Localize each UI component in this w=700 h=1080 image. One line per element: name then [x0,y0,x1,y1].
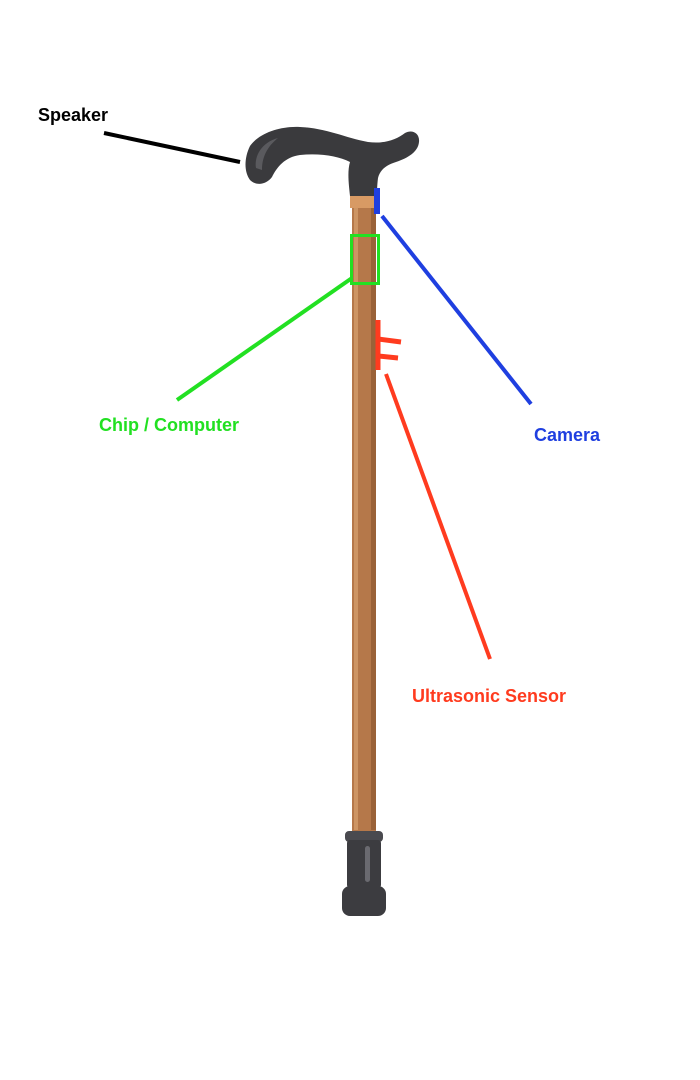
ultrasonic-label: Ultrasonic Sensor [412,686,566,706]
camera-marker [374,188,380,214]
camera-label: Camera [534,425,601,445]
ultrasonic-sensor-marker [375,320,402,370]
chip-label: Chip / Computer [99,415,239,435]
speaker-label: Speaker [38,105,108,125]
chip-marker-box [350,234,380,285]
camera-leader-line [380,214,533,406]
camera-callout: Camera [374,188,601,445]
ultrasonic-callout: Ultrasonic Sensor [375,320,566,706]
chip-leader-line [175,276,354,402]
cane-rubber-tip [342,831,386,916]
cane-shaft [350,192,378,834]
chip-callout: Chip / Computer [99,234,380,435]
speaker-callout: Speaker [38,105,241,164]
speaker-leader-line [103,131,241,164]
ultrasonic-leader-line [384,373,492,660]
cane-handle [245,126,420,196]
